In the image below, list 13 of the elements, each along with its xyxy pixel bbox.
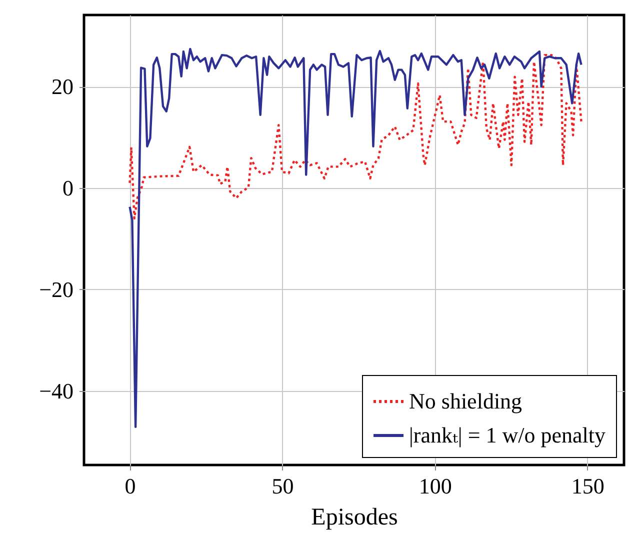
- y-tick-label: 20: [52, 74, 74, 100]
- y-tick-label: −40: [39, 378, 74, 404]
- legend-label: |rankₜ| = 1 w/o penalty: [409, 422, 606, 448]
- legend-label: No shielding: [409, 388, 522, 414]
- x-tick-label: 0: [124, 474, 136, 498]
- x-tick-label: 100: [418, 474, 452, 498]
- x-tick-label: 150: [571, 474, 604, 498]
- y-tick-label: 0: [62, 176, 74, 200]
- x-tick-label: 50: [272, 474, 294, 498]
- y-tick-label: −20: [39, 276, 74, 302]
- x-axis-title: Episodes: [311, 504, 398, 530]
- line-series: [128, 54, 582, 220]
- line-series: [128, 48, 582, 428]
